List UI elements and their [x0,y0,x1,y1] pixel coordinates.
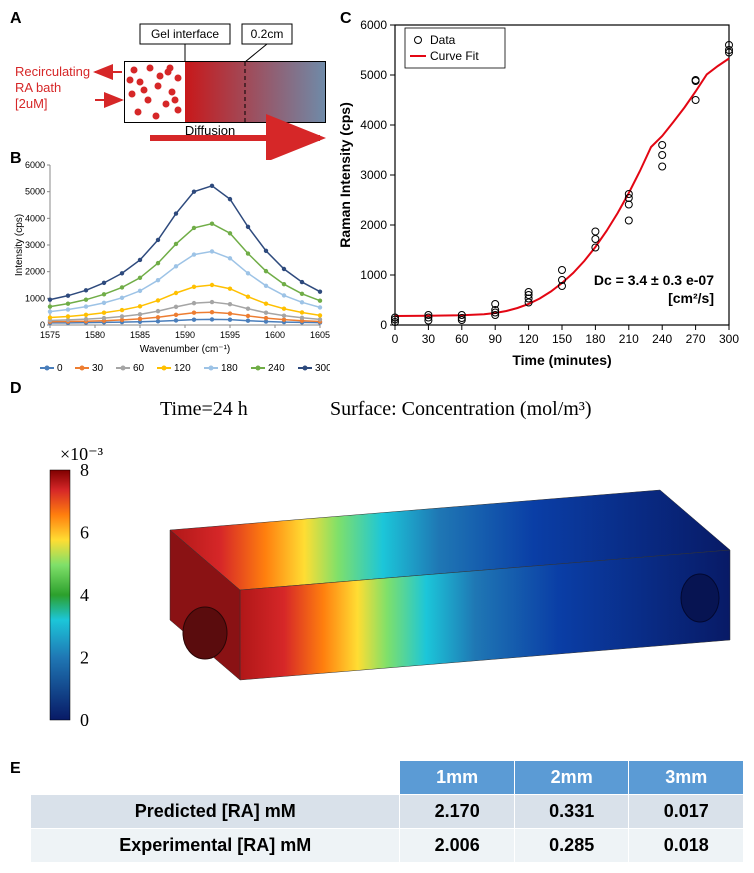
svg-text:8: 8 [80,460,89,480]
cell-1-1: 0.285 [514,829,629,863]
svg-text:[cm²/s]: [cm²/s] [668,290,714,306]
svg-text:Intensity (cps): Intensity (cps) [14,214,25,276]
colhead-3: 3mm [629,761,744,795]
svg-text:120: 120 [519,332,539,346]
svg-text:1600: 1600 [265,330,285,340]
svg-text:240: 240 [268,363,285,374]
svg-text:60: 60 [455,332,469,346]
svg-text:5000: 5000 [360,68,387,82]
svg-text:[2uM]: [2uM] [15,96,48,111]
svg-text:60: 60 [133,363,145,374]
svg-text:3000: 3000 [25,240,45,250]
cell-1-2: 0.018 [629,829,744,863]
svg-text:Dᴄ = 3.4 ± 0.3 e-07: Dᴄ = 3.4 ± 0.3 e-07 [594,272,714,288]
svg-text:120: 120 [174,363,191,374]
svg-text:Wavenumber (cm⁻¹): Wavenumber (cm⁻¹) [140,344,230,355]
svg-text:1595: 1595 [220,330,240,340]
svg-text:RA bath: RA bath [15,80,61,95]
svg-text:240: 240 [652,332,672,346]
cell-0-0: 2.170 [400,795,515,829]
svg-text:270: 270 [686,332,706,346]
svg-text:4: 4 [80,585,89,605]
panel-a-diagram: Gel interface 0.2cm Recirculating RA bat… [10,20,330,160]
cell-0-1: 0.331 [514,795,629,829]
panel-c-chart: 0 1000 2000 3000 4000 5000 6000 0 30 60 90 120 150 18… [330,10,744,380]
svg-text:1575: 1575 [40,330,60,340]
rowhead-0: Predicted [RA] mM [31,795,400,829]
svg-text:300: 300 [315,363,330,374]
svg-text:0: 0 [80,710,89,730]
svg-text:6: 6 [80,523,89,543]
svg-text:180: 180 [585,332,605,346]
svg-text:150: 150 [552,332,572,346]
svg-text:180: 180 [221,363,238,374]
svg-text:Diffusion: Diffusion [185,123,235,138]
svg-text:1000: 1000 [25,293,45,303]
svg-text:6000: 6000 [25,160,45,170]
svg-text:30: 30 [422,332,436,346]
panel-d: D Time=24 h Surface: Concentration (mol/… [10,380,744,750]
panel-e-label: E [10,760,21,778]
cell-1-0: 2.006 [400,829,515,863]
svg-text:90: 90 [489,332,503,346]
svg-text:3000: 3000 [360,168,387,182]
svg-text:300: 300 [719,332,739,346]
svg-text:Surface: Concentration (mol/m³: Surface: Concentration (mol/m³) [330,398,591,420]
svg-text:1590: 1590 [175,330,195,340]
svg-text:0: 0 [380,318,387,332]
svg-text:0.2cm: 0.2cm [251,27,284,41]
right-column: C 01000200030004000500060000306090120150… [330,10,744,380]
svg-text:1585: 1585 [130,330,150,340]
colhead-1: 1mm [400,761,515,795]
panel-e: E 1mm 2mm 3mm Predicted [RA] mM2.1700.33… [10,760,744,863]
svg-text:Data: Data [430,33,456,47]
svg-text:6000: 6000 [360,18,387,32]
svg-text:1000: 1000 [360,268,387,282]
colhead-2: 2mm [514,761,629,795]
svg-text:2000: 2000 [360,218,387,232]
top-row: A Gel interface 0.2cm [10,10,744,380]
panel-b-chart: 0100020003000400050006000157515801585159… [10,150,330,380]
rowhead-1: Experimental [RA] mM [31,829,400,863]
panel-d-render: Time=24 h Surface: Concentration (mol/m³… [10,380,744,750]
svg-text:Curve Fit: Curve Fit [430,49,479,63]
svg-text:0: 0 [40,320,45,330]
svg-text:Time=24 h: Time=24 h [160,398,248,420]
scientific-figure: A Gel interface 0.2cm [10,10,744,863]
svg-text:210: 210 [619,332,639,346]
svg-text:30: 30 [92,363,104,374]
svg-text:4000: 4000 [360,118,387,132]
svg-text:Recirculating: Recirculating [15,64,90,79]
svg-text:Gel interface: Gel interface [151,27,219,41]
svg-text:0: 0 [392,332,399,346]
table-corner [31,761,400,795]
svg-text:Raman Intensity (cps): Raman Intensity (cps) [337,102,353,247]
svg-text:1580: 1580 [85,330,105,340]
cell-0-2: 0.017 [629,795,744,829]
svg-text:2000: 2000 [25,267,45,277]
svg-text:0: 0 [57,363,63,374]
svg-text:2: 2 [80,648,89,668]
comparison-table: 1mm 2mm 3mm Predicted [RA] mM2.1700.3310… [30,760,744,863]
left-column: A Gel interface 0.2cm [10,10,330,380]
svg-text:1605: 1605 [310,330,330,340]
svg-text:Time (minutes): Time (minutes) [512,352,611,368]
svg-text:4000: 4000 [25,213,45,223]
svg-text:5000: 5000 [25,187,45,197]
